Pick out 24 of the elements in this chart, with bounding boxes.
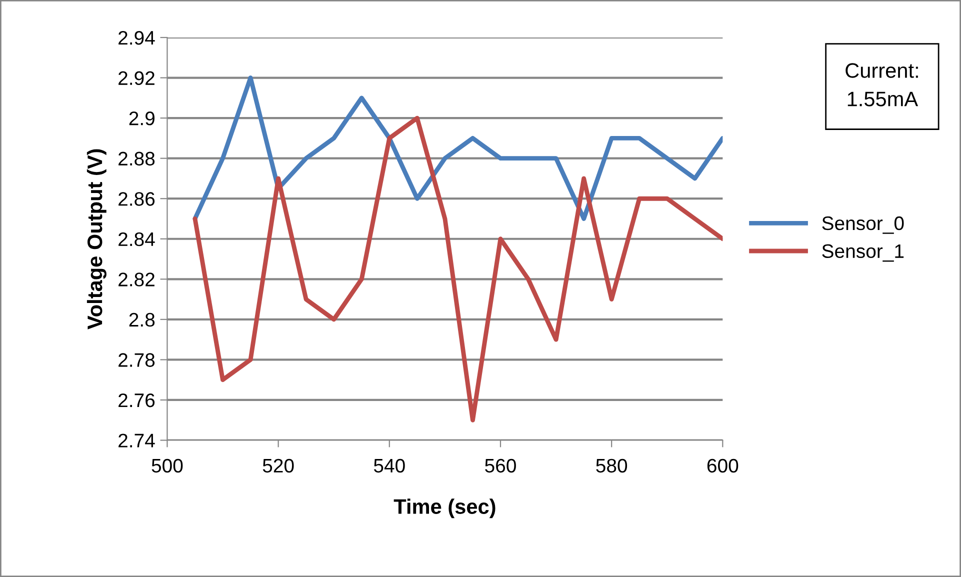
y-tick-label: 2.86	[118, 192, 155, 206]
x-tick-label: 540	[374, 458, 405, 473]
x-tick-label: 520	[262, 458, 294, 473]
y-tick-label: 2.82	[118, 272, 154, 286]
y-tick-label: 2.74	[118, 434, 155, 448]
y-tick-label: 2.8	[129, 312, 155, 327]
y-axis-title: Voltage Output (V)	[86, 149, 106, 330]
x-tick-label: 580	[596, 458, 628, 473]
y-tick-label: 2.92	[118, 71, 154, 86]
y-tick-label: 2.78	[118, 353, 155, 367]
line-series	[192, 76, 723, 221]
x-axis-title: Time (sec)	[394, 498, 496, 518]
text: Current: 1.55mA	[846, 63, 918, 106]
y-tick-label: 2.94	[118, 30, 155, 45]
y-tick-label: 2.9	[129, 112, 154, 126]
y-tick-label: 2.84	[118, 232, 155, 246]
line-series	[192, 116, 723, 422]
legend-label: Sensor_0	[822, 216, 904, 234]
x-tick-label: 600	[707, 458, 738, 473]
x-tick-label: 500	[152, 458, 183, 473]
legend-label: Sensor_1	[822, 244, 904, 262]
y-tick-label: 2.88	[118, 152, 155, 166]
y-tick-label: 2.76	[118, 393, 155, 408]
x-tick-label: 560	[485, 458, 516, 473]
